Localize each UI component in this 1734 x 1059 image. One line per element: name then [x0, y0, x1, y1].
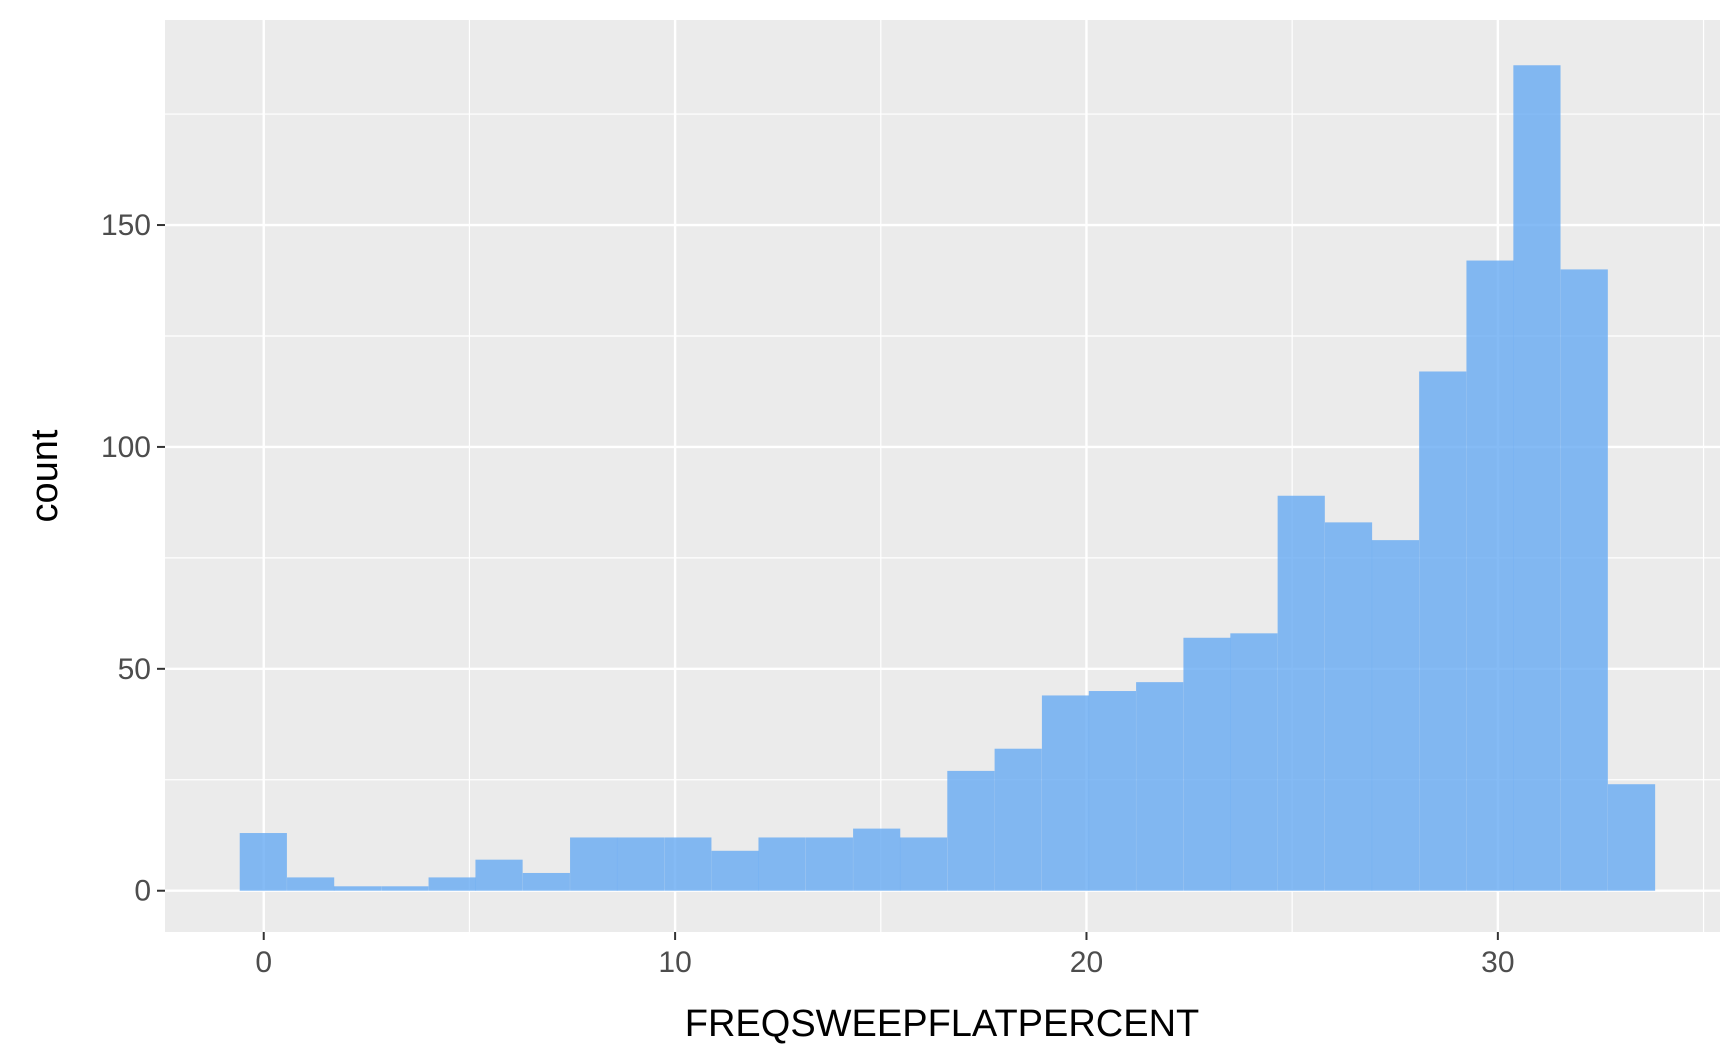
histogram-bar [428, 877, 476, 891]
histogram-bar [758, 837, 806, 891]
histogram-bar [616, 837, 665, 891]
histogram-bars [239, 65, 1656, 891]
histogram-bar [1136, 682, 1184, 891]
histogram-bar [1371, 540, 1420, 891]
histogram-bar [570, 837, 618, 891]
histogram-bar [711, 850, 759, 891]
histogram-bar [1513, 65, 1561, 891]
histogram-bar [1277, 495, 1325, 891]
histogram-bar [994, 748, 1042, 891]
histogram-bar [805, 837, 853, 891]
histogram-bar [1560, 269, 1608, 891]
histogram-bar [1041, 695, 1090, 891]
histogram-bar [1324, 522, 1373, 891]
x-tick-label: 20 [1070, 946, 1103, 979]
y-axis: 0 50 100 150 [101, 209, 165, 908]
y-tick-label: 50 [118, 653, 151, 686]
histogram-bar [381, 886, 429, 891]
histogram-bar [522, 872, 570, 891]
histogram-bar [1230, 633, 1278, 891]
histogram-bar [1088, 691, 1136, 891]
histogram-bar [1466, 260, 1514, 891]
histogram-bar [239, 833, 287, 891]
histogram-bar [1607, 784, 1656, 891]
histogram-bar [475, 859, 523, 891]
x-axis: 0 10 20 30 [255, 932, 1515, 979]
histogram-bar [333, 886, 382, 891]
x-tick-label: 10 [658, 946, 691, 979]
histogram-bar [853, 828, 901, 891]
histogram-bar [1419, 371, 1467, 891]
histogram-bar [287, 877, 335, 891]
x-axis-title: FREQSWEEPFLATPERCENT [685, 1003, 1199, 1045]
histogram-bar [1183, 637, 1231, 891]
histogram-bar [664, 837, 712, 891]
y-tick-label: 100 [101, 431, 151, 464]
x-tick-label: 0 [255, 946, 272, 979]
x-tick-label: 30 [1481, 946, 1514, 979]
histogram-bar [899, 837, 948, 891]
y-axis-title: count [24, 429, 66, 522]
y-tick-label: 150 [101, 209, 151, 242]
y-tick-label: 0 [134, 875, 151, 908]
histogram-bar [947, 770, 995, 891]
